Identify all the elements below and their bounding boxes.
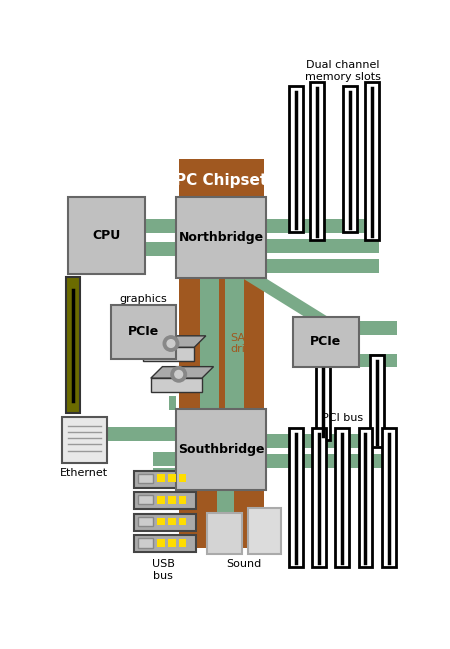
Bar [168,517,176,525]
Bar [138,517,153,526]
Bar [153,467,176,482]
Bar [289,428,303,567]
Bar [176,197,266,278]
Bar [179,517,186,525]
Text: Southbridge: Southbridge [178,443,264,456]
Bar [217,490,234,538]
Bar [138,538,153,548]
Bar [157,517,165,525]
Bar [292,317,359,367]
Circle shape [163,336,179,351]
Bar [134,471,196,487]
Text: Northbridge: Northbridge [178,231,264,244]
Text: PCI bus: PCI bus [323,413,364,423]
Bar [168,496,176,504]
Bar [266,239,378,252]
Bar [370,355,384,447]
Bar [157,539,165,547]
Bar [289,86,303,232]
Bar [66,276,80,413]
Text: PCIe: PCIe [310,335,341,348]
Bar [266,434,396,448]
Bar [207,513,242,554]
Text: Ethernet: Ethernet [60,469,108,478]
Bar [225,278,244,409]
Bar [138,495,153,504]
Bar [359,321,397,335]
Bar [157,474,165,482]
Bar [310,82,324,239]
Bar [63,417,107,463]
Bar [134,535,196,552]
Bar [179,496,186,504]
Text: PC Chipset: PC Chipset [175,173,267,188]
Text: graphics: graphics [120,294,167,304]
Bar [266,219,378,232]
Bar [101,426,176,441]
Bar [266,259,378,273]
Circle shape [175,371,183,378]
Bar [68,197,145,275]
Bar [169,379,176,393]
Bar [145,219,176,232]
Text: CPU: CPU [93,229,121,242]
Text: Sound: Sound [226,559,261,569]
Text: Dual channel
memory slots: Dual channel memory slots [305,60,381,82]
Bar [111,305,176,359]
Bar [343,86,357,232]
Bar [169,396,176,410]
Polygon shape [151,367,214,378]
Text: PCIe: PCIe [128,326,159,339]
Bar [157,496,165,504]
Circle shape [171,367,186,382]
Bar [138,474,153,483]
Bar [179,539,186,547]
Bar [168,474,176,482]
Polygon shape [151,378,202,392]
Text: SATA
drives: SATA drives [230,333,265,354]
Bar [179,159,264,548]
Bar [145,242,176,256]
Bar [176,409,266,490]
Polygon shape [143,336,206,347]
Bar [312,428,326,567]
Bar [335,428,349,567]
Bar [134,514,196,531]
Bar [364,82,378,239]
Bar [248,508,281,554]
Bar [134,492,196,509]
Polygon shape [143,347,194,361]
Bar [179,474,186,482]
Text: USB
bus: USB bus [152,559,175,581]
Bar [200,278,220,409]
Bar [359,428,373,567]
Bar [168,539,176,547]
Circle shape [167,339,175,347]
Bar [316,363,330,440]
Bar [266,454,396,469]
Bar [292,354,397,367]
Polygon shape [242,278,359,336]
Bar [382,428,396,567]
Bar [153,452,176,466]
